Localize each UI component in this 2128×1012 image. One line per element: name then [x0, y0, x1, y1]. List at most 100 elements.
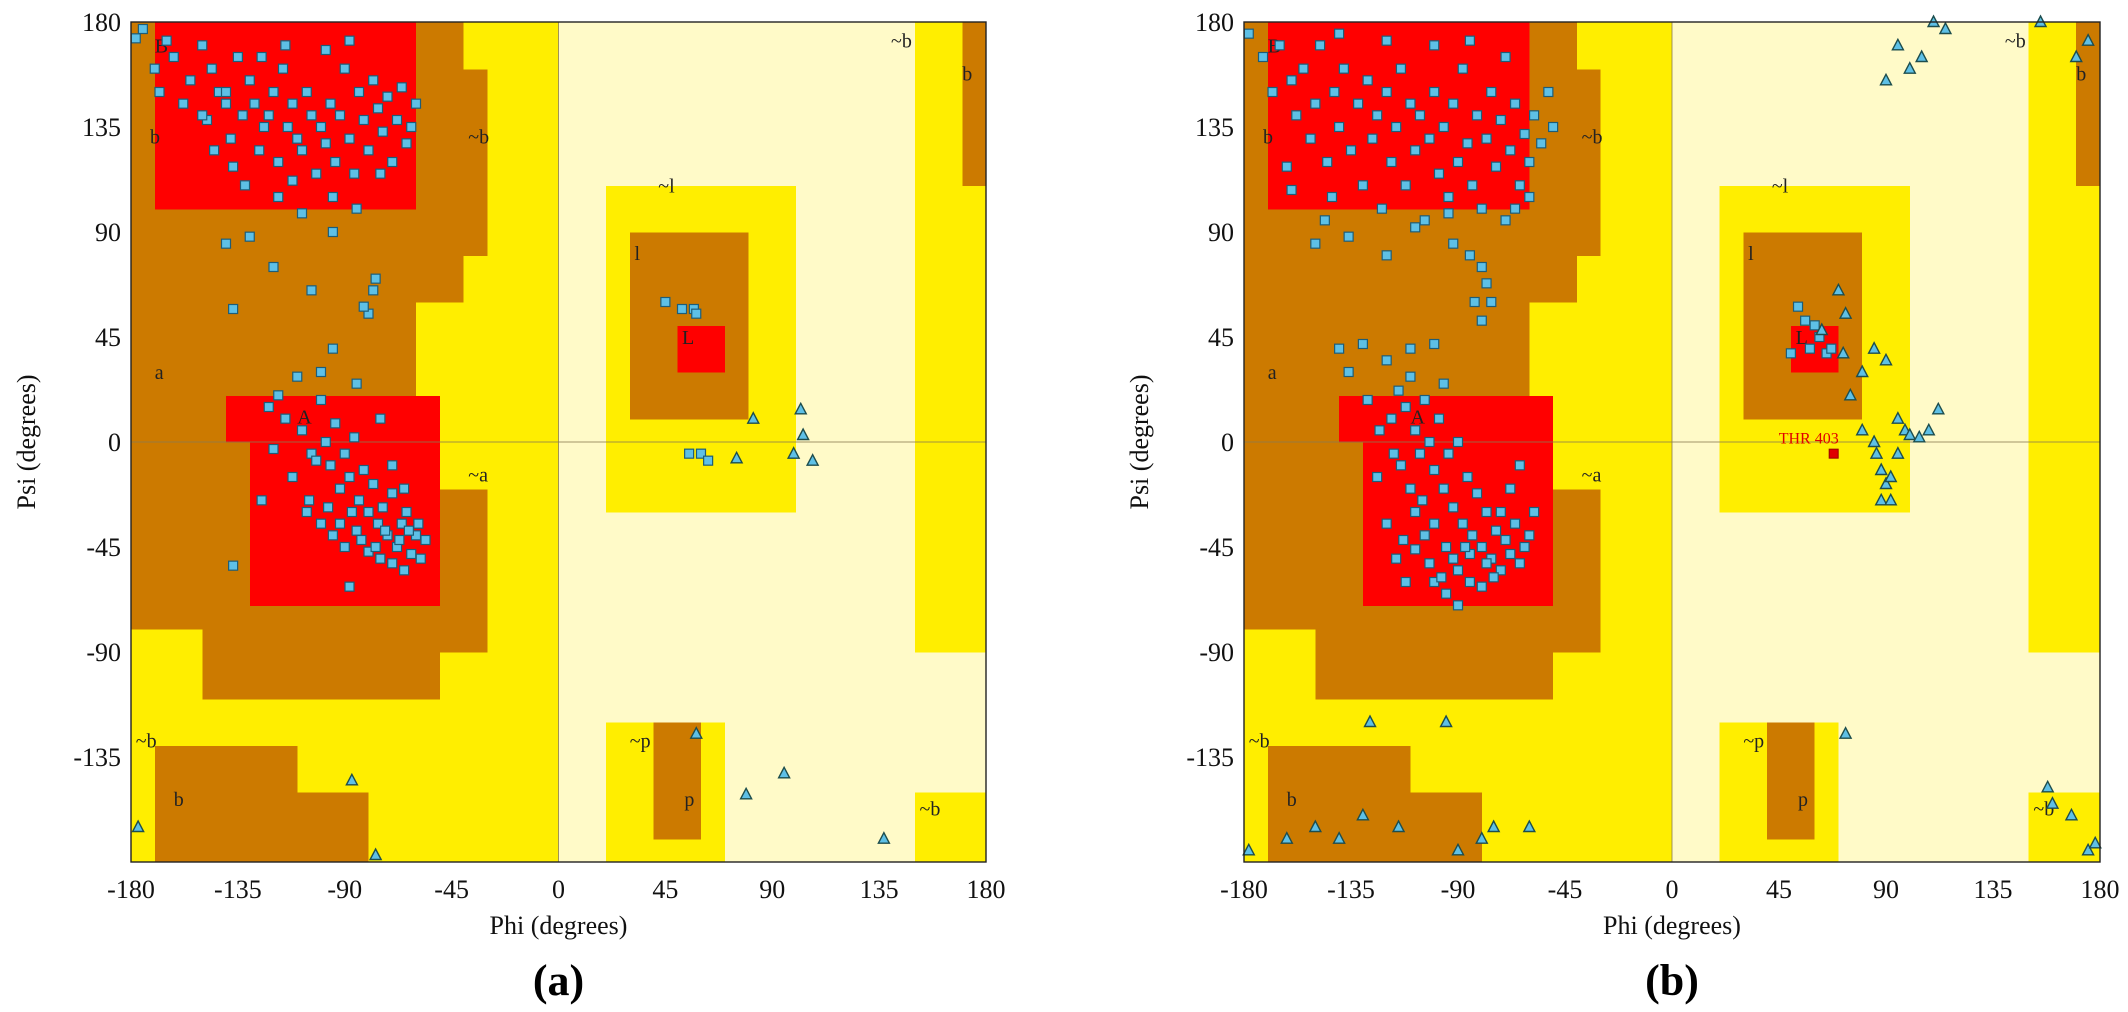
core-region-cell: [1362, 442, 1388, 466]
outside-region-cell: [891, 675, 916, 700]
allowed-region-cell: [439, 185, 465, 210]
outside-region-cell: [582, 768, 607, 793]
allowed-region-cell: [1458, 302, 1483, 326]
allowed-region-cell: [1814, 372, 1840, 396]
core-region-cell: [1434, 512, 1459, 536]
generous-region-cell: [344, 745, 370, 770]
outside-region-cell: [1957, 162, 1982, 186]
outside-region-cell: [1672, 22, 1697, 46]
allowed-region-cell: [1244, 138, 1269, 163]
allowed-region-cell: [1767, 325, 1792, 350]
generous-region-cell: [1886, 255, 1911, 280]
generous-region-cell: [1862, 348, 1887, 373]
core-region-cell: [1434, 45, 1459, 70]
generous-region-cell: [487, 325, 512, 350]
outside-region-cell: [558, 115, 583, 140]
region-label: b: [150, 126, 160, 148]
core-region-cell: [1291, 115, 1316, 140]
outside-region-cell: [1790, 582, 1816, 606]
generous-region-cell: [677, 418, 702, 443]
outside-region-cell: [1981, 208, 2006, 233]
allowed-region-cell: [1267, 838, 1293, 863]
allowed-region-cell: [154, 838, 180, 863]
generous-region-cell: [1244, 628, 1269, 653]
generous-region-cell: [534, 185, 560, 210]
allowed-region-cell: [439, 488, 465, 513]
allowed-region-cell: [1291, 838, 1316, 863]
generous-region-cell: [1600, 558, 1626, 583]
allowed-region-cell: [154, 465, 180, 490]
generous-region-cell: [439, 302, 465, 326]
allowed-region-cell: [1790, 278, 1816, 303]
outside-region-cell: [1909, 208, 1935, 233]
generous-region-cell: [1790, 208, 1816, 233]
allowed-region-cell: [1410, 255, 1435, 280]
generous-region-cell: [1553, 465, 1578, 490]
allowed-region-cell: [249, 652, 275, 676]
outside-region-cell: [1862, 115, 1887, 140]
allowed-region-cell: [1315, 768, 1340, 793]
core-region-cell: [1315, 22, 1340, 46]
allowed-region-cell: [368, 675, 393, 700]
data-point-square: [254, 145, 265, 156]
generous-region-cell: [914, 465, 940, 490]
generous-region-cell: [1862, 232, 1887, 256]
data-point-square: [1429, 86, 1440, 98]
outside-region-cell: [819, 512, 845, 536]
generous-region-cell: [511, 442, 536, 466]
generous-region-cell: [511, 535, 536, 560]
core-region-cell: [178, 92, 203, 116]
allowed-region-cell: [1267, 558, 1293, 583]
data-point-square: [349, 432, 360, 443]
allowed-region-cell: [1315, 325, 1340, 350]
data-point-square: [396, 518, 407, 529]
data-point-square: [315, 518, 327, 529]
outside-region-cell: [582, 68, 607, 93]
generous-region-cell: [962, 605, 987, 630]
data-point-square: [387, 558, 398, 569]
core-region-cell: [1339, 92, 1364, 116]
generous-region-cell: [606, 278, 631, 303]
generous-region-cell: [748, 232, 773, 256]
outside-region-cell: [653, 605, 678, 630]
allowed-region-cell: [1362, 628, 1388, 653]
generous-region-cell: [1600, 815, 1626, 840]
outside-region-cell: [582, 22, 607, 46]
data-point-square: [315, 121, 327, 133]
allowed-region-cell: [1315, 418, 1340, 443]
outside-region-cell: [796, 208, 821, 233]
generous-region-cell: [1600, 232, 1626, 256]
outside-region-cell: [1933, 162, 1958, 186]
data-point-square: [1486, 296, 1497, 308]
generous-region-cell: [1600, 605, 1626, 630]
outside-region-cell: [843, 208, 868, 233]
outside-region-cell: [582, 722, 607, 746]
outside-region-cell: [2076, 768, 2101, 793]
data-point-square: [1424, 133, 1435, 144]
core-region-cell: [154, 45, 180, 70]
allowed-region-cell: [463, 232, 488, 256]
data-point-square: [311, 168, 322, 179]
outside-region-cell: [1909, 582, 1935, 606]
outside-region-cell: [1719, 68, 1744, 93]
outside-region-cell: [1981, 442, 2006, 466]
outside-region-cell: [1672, 325, 1697, 350]
outside-region-cell: [772, 582, 797, 606]
allowed-region-cell: [1838, 372, 1863, 396]
generous-region-cell: [1814, 465, 1840, 490]
allowed-region-cell: [629, 278, 655, 303]
outside-region-cell: [1933, 138, 1958, 163]
generous-region-cell: [1624, 138, 1649, 163]
generous-region-cell: [962, 465, 987, 490]
generous-region-cell: [416, 745, 441, 770]
outside-region-cell: [772, 45, 797, 70]
region-label: a: [1268, 362, 1277, 384]
allowed-region-cell: [202, 255, 227, 280]
outside-region-cell: [891, 558, 916, 583]
allowed-region-cell: [677, 745, 702, 770]
outside-region-cell: [1743, 22, 1768, 46]
generous-region-cell: [202, 698, 227, 723]
core-region-cell: [226, 68, 251, 93]
data-point-square: [1424, 558, 1435, 569]
data-point-square: [1433, 413, 1445, 424]
